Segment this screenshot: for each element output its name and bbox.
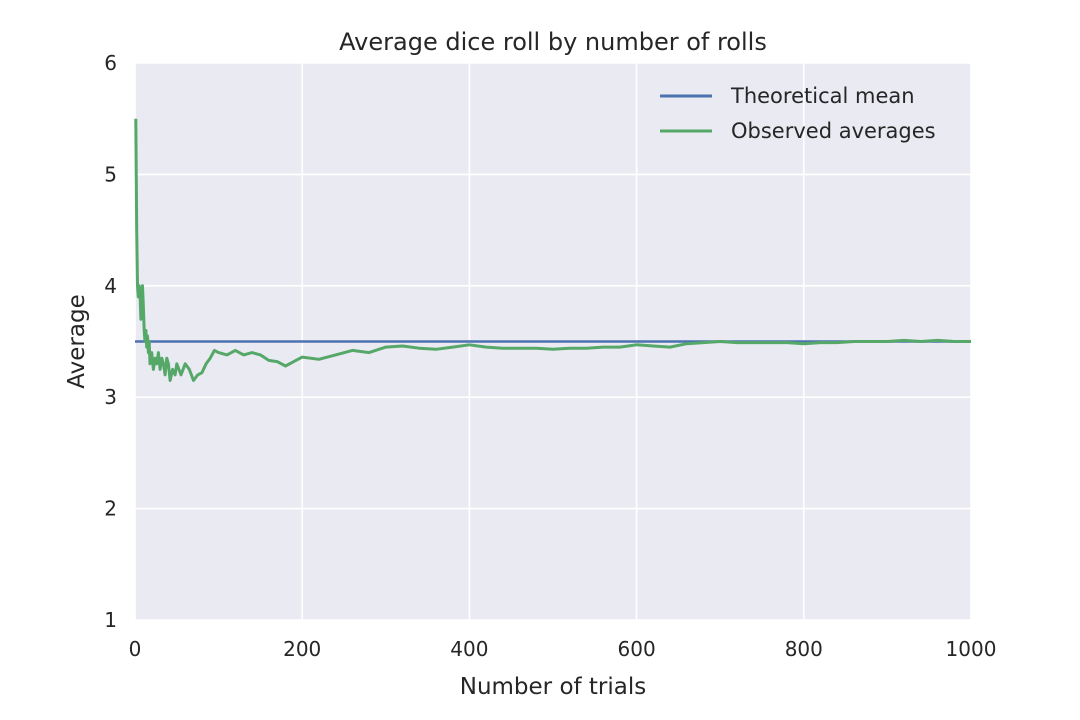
x-tick-label: 1000 xyxy=(946,637,997,661)
x-tick-label: 600 xyxy=(618,637,656,661)
x-tick-label: 400 xyxy=(450,637,488,661)
legend-label-theoretical-mean: Theoretical mean xyxy=(730,84,915,108)
y-tick-label: 6 xyxy=(104,51,117,75)
y-tick-label: 1 xyxy=(104,608,117,632)
y-tick-label: 2 xyxy=(104,497,117,521)
chart-title: Average dice roll by number of rolls xyxy=(339,28,767,56)
legend: Theoretical mean Observed averages xyxy=(660,84,936,143)
x-tick-label: 800 xyxy=(785,637,823,661)
y-axis-ticks: 1 2 3 4 5 6 xyxy=(104,51,117,632)
legend-label-observed-averages: Observed averages xyxy=(731,119,936,143)
x-tick-label: 0 xyxy=(129,637,142,661)
series-line-1 xyxy=(134,118,971,382)
x-axis-ticks: 0 200 400 600 800 1000 xyxy=(129,637,997,661)
y-tick-label: 3 xyxy=(104,385,117,409)
y-axis-label: Average xyxy=(64,294,90,388)
y-tick-label: 5 xyxy=(104,162,117,186)
x-axis-label: Number of trials xyxy=(460,674,647,700)
y-tick-label: 4 xyxy=(104,274,117,298)
x-tick-label: 200 xyxy=(283,637,321,661)
series-lines xyxy=(134,118,971,382)
